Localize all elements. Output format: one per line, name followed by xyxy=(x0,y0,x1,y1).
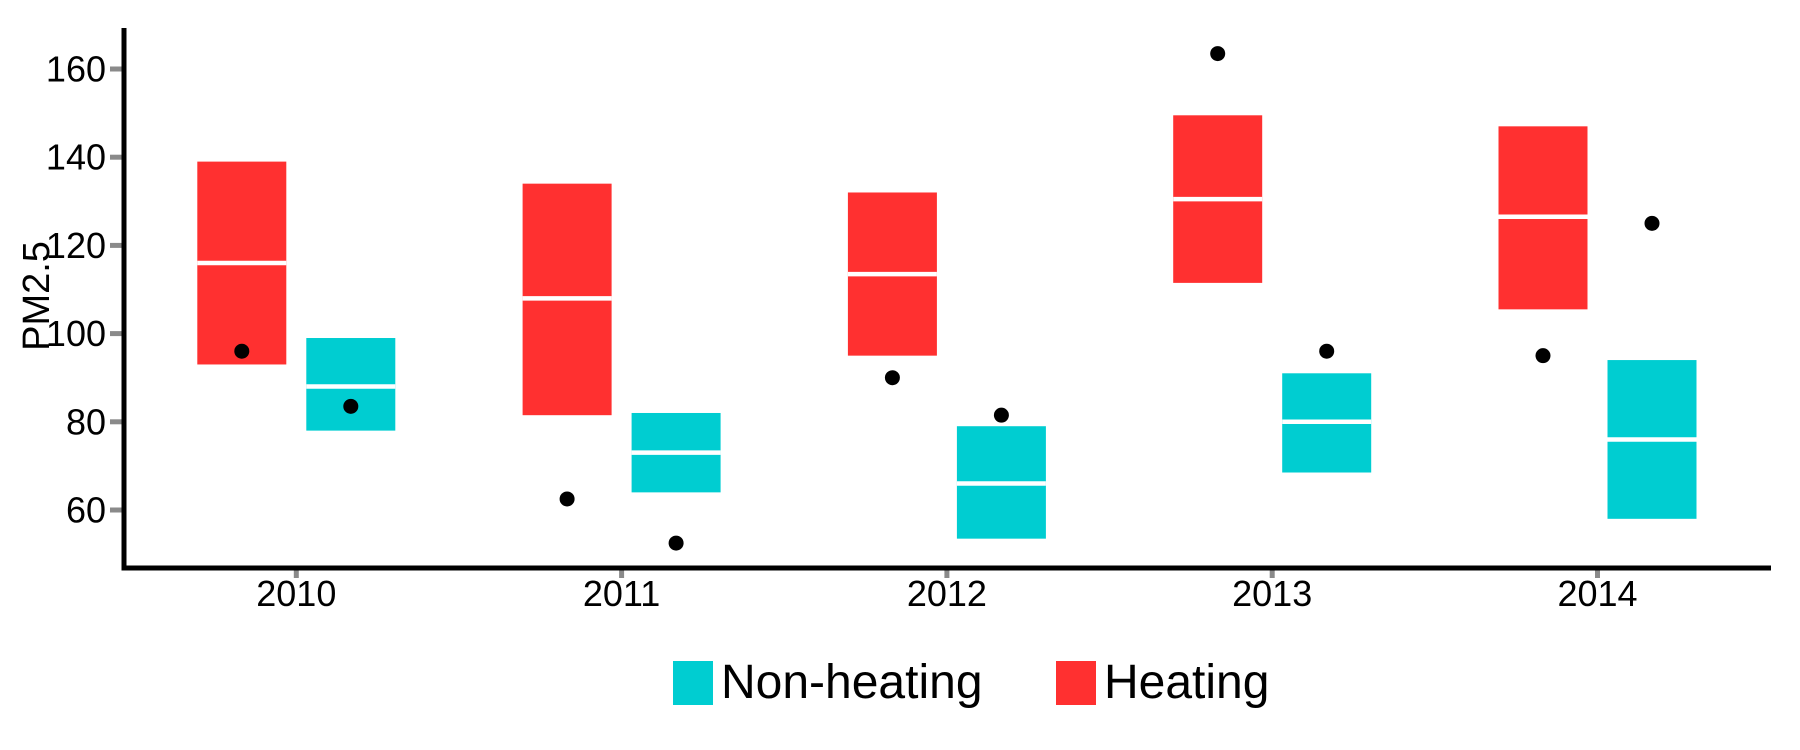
legend-item-non-heating: Non-heating xyxy=(673,656,983,709)
outlier-point-non-heating-2012 xyxy=(993,407,1009,423)
x-tick-label-2010: 2010 xyxy=(256,573,336,614)
outlier-point-non-heating-2011 xyxy=(668,535,684,551)
legend-label-heating: Heating xyxy=(1104,656,1270,709)
x-tick-label-2011: 2011 xyxy=(583,573,660,614)
outlier-point-heating-2014 xyxy=(1535,348,1551,364)
y-axis-title: PM2.5 xyxy=(16,241,58,351)
y-tick-label-140: 140 xyxy=(46,137,106,178)
outlier-point-non-heating-2013 xyxy=(1319,343,1335,359)
x-tick-label-2013: 2013 xyxy=(1232,573,1312,614)
y-tick-label-80: 80 xyxy=(66,401,106,442)
y-tick-label-60: 60 xyxy=(66,490,106,531)
x-tick-label-2012: 2012 xyxy=(907,573,987,614)
y-tick-label-100: 100 xyxy=(46,313,106,354)
outlier-point-heating-2013 xyxy=(1210,46,1226,62)
x-tick-label-2014: 2014 xyxy=(1557,573,1637,614)
legend-item-heating: Heating xyxy=(1056,656,1270,709)
plot-layer: 60 80 100 120 140 160 2010 2011 2012 2013 2014 xyxy=(46,28,1771,614)
y-tick-label-160: 160 xyxy=(46,49,106,90)
outlier-point-non-heating-2010 xyxy=(343,398,359,414)
outlier-point-heating-2011 xyxy=(559,491,575,507)
legend-swatch-heating xyxy=(1056,661,1096,705)
outlier-point-heating-2010 xyxy=(234,343,250,359)
outlier-point-non-heating-2014 xyxy=(1644,215,1660,231)
outlier-point-heating-2012 xyxy=(884,370,900,386)
y-tick-label-120: 120 xyxy=(46,225,106,266)
legend-swatch-non-heating xyxy=(673,661,713,705)
legend-label-non-heating: Non-heating xyxy=(721,656,983,709)
